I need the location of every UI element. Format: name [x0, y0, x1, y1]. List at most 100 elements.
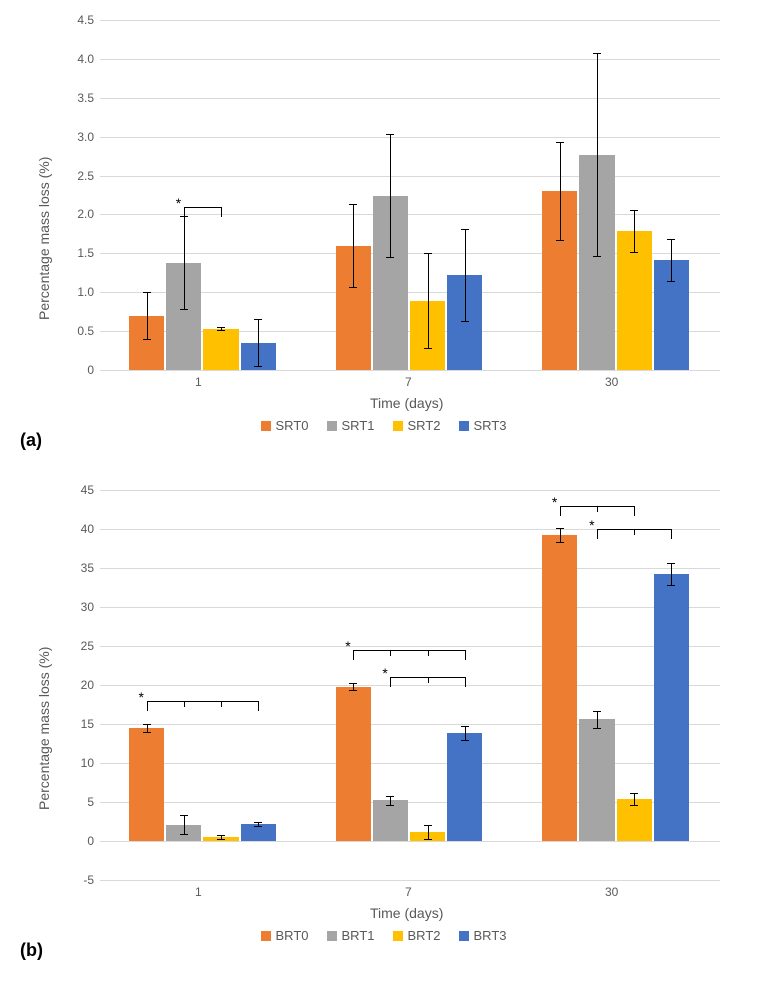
errorbar [671, 563, 672, 585]
errorcap [254, 366, 262, 367]
sig-bracket-drop [147, 701, 148, 711]
bar-b-BRT3-7 [447, 733, 482, 841]
legend-item-brt2: BRT2 [393, 928, 441, 943]
legend-item-brt0: BRT0 [261, 928, 309, 943]
legend-label-srt2: SRT2 [408, 418, 441, 433]
x-tick-b-1: 7 [405, 885, 412, 899]
errorcap [593, 256, 601, 257]
legend-item-srt2: SRT2 [393, 418, 441, 433]
gridline [100, 59, 720, 60]
sig-bracket-tick [184, 701, 185, 707]
errorcap [217, 327, 225, 328]
sig-bracket-drop [221, 207, 222, 217]
errorcap [349, 287, 357, 288]
y-tick-label: 40 [54, 522, 94, 536]
errorcap [556, 240, 564, 241]
y-tick-label: 0.5 [54, 324, 94, 338]
y-axis-label-b: Percentage mass loss (%) [36, 647, 52, 810]
legend-item-srt0: SRT0 [261, 418, 309, 433]
sig-star: * [345, 638, 350, 654]
sig-bracket-tick [221, 701, 222, 707]
errorbar [147, 724, 148, 732]
errorcap [349, 683, 357, 684]
y-tick-label: 0 [54, 834, 94, 848]
errorcap [217, 330, 225, 331]
errorcap [630, 805, 638, 806]
y-tick-label: 3.5 [54, 91, 94, 105]
errorbar [147, 292, 148, 339]
errorcap [180, 834, 188, 835]
sig-star: * [176, 195, 181, 211]
y-tick-label: -5 [54, 873, 94, 887]
errorcap [556, 528, 564, 529]
sig-bracket-drop [634, 506, 635, 516]
errorbar [390, 134, 391, 257]
bar-a-SRT2-1 [203, 329, 238, 370]
errorcap [667, 281, 675, 282]
errorcap [424, 253, 432, 254]
errorcap [143, 292, 151, 293]
sig-star: * [382, 665, 387, 681]
sig-star: * [552, 494, 557, 510]
errorcap [143, 339, 151, 340]
legend-swatch-srt2 [393, 421, 403, 431]
errorcap [254, 319, 262, 320]
y-tick-label: 4.5 [54, 13, 94, 27]
plot-area-a: * [100, 20, 720, 370]
gridline [100, 607, 720, 608]
gridline [100, 98, 720, 99]
gridline [100, 176, 720, 177]
y-tick-label: 2.5 [54, 169, 94, 183]
errorcap [667, 239, 675, 240]
errorbar [465, 726, 466, 740]
sig-bracket-tick [390, 650, 391, 656]
bar-b-BRT1-30 [579, 719, 614, 841]
y-tick-label: 2.0 [54, 207, 94, 221]
errorbar [353, 204, 354, 286]
errorcap [386, 796, 394, 797]
legend-swatch-srt3 [459, 421, 469, 431]
bar-b-BRT0-1 [129, 728, 164, 841]
gridline [100, 214, 720, 215]
sig-bracket-drop [597, 529, 598, 539]
errorbar [560, 528, 561, 542]
gridline [100, 685, 720, 686]
y-tick-label: 1.5 [54, 246, 94, 260]
sig-bracket-drop [353, 650, 354, 660]
errorcap [667, 563, 675, 564]
errorcap [217, 839, 225, 840]
sig-star: * [139, 689, 144, 705]
errorcap [180, 815, 188, 816]
sig-bracket-drop [390, 677, 391, 687]
errorbar [597, 711, 598, 728]
bar-b-BRT0-30 [542, 535, 577, 841]
errorcap [386, 257, 394, 258]
y-tick-label: 10 [54, 756, 94, 770]
legend-label-brt2: BRT2 [408, 928, 441, 943]
errorbar [428, 825, 429, 839]
legend-swatch-srt0 [261, 421, 271, 431]
panel-tag-b: (b) [20, 940, 43, 961]
errorcap [349, 690, 357, 691]
x-tick-b-0: 1 [195, 885, 202, 899]
legend-item-brt3: BRT3 [459, 928, 507, 943]
legend-swatch-srt1 [327, 421, 337, 431]
errorcap [556, 142, 564, 143]
x-tick-a-1: 7 [405, 375, 412, 389]
legend-label-srt0: SRT0 [276, 418, 309, 433]
errorbar [671, 239, 672, 281]
legend-label-srt3: SRT3 [474, 418, 507, 433]
y-tick-label: 45 [54, 483, 94, 497]
y-axis-label-a: Percentage mass loss (%) [36, 157, 52, 320]
gridline [100, 880, 720, 881]
errorcap [424, 839, 432, 840]
legend-item-srt1: SRT1 [327, 418, 375, 433]
y-tick-label: 5 [54, 795, 94, 809]
gridline [100, 137, 720, 138]
x-tick-a-2: 30 [605, 375, 618, 389]
errorcap [424, 348, 432, 349]
gridline [100, 20, 720, 21]
y-tick-label: 4.0 [54, 52, 94, 66]
errorbar [390, 796, 391, 805]
panel-tag-a: (a) [20, 430, 42, 451]
